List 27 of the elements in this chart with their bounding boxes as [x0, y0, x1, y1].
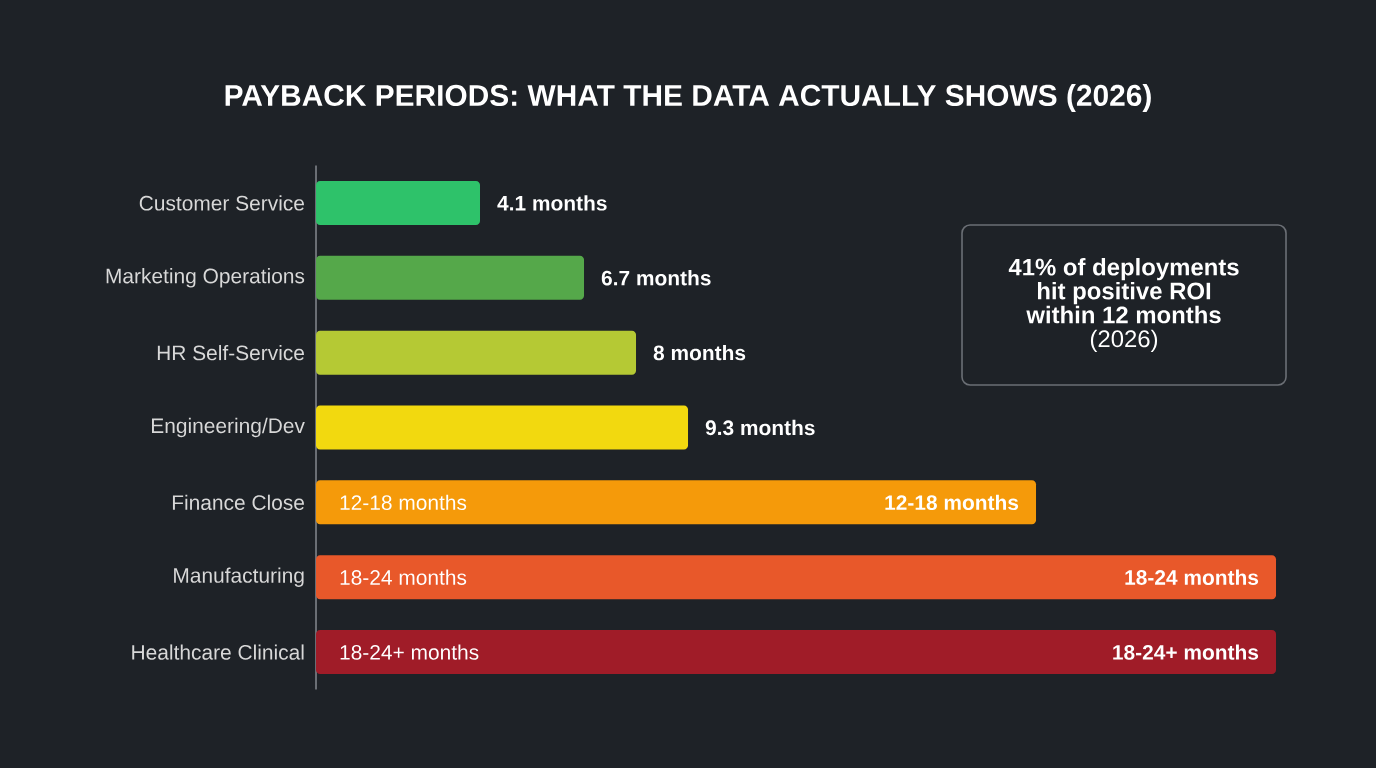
annotation: 41% of deployments hit positive ROI within 12 months — [1008, 258, 1239, 324]
data-label: 6.7 months — [601, 270, 711, 286]
y-tick-label: Customer Service — [139, 195, 304, 211]
bar — [316, 480, 1037, 525]
bar — [316, 555, 1277, 600]
annotation: (2026) — [1090, 329, 1158, 352]
data-label: 8 months — [653, 344, 746, 361]
chart-title: PAYBACK PERIODS: WHAT THE DATA ACTUALLY SHOWS (2026) — [225, 84, 1151, 112]
data-label: 9.3 months — [705, 419, 815, 436]
bar — [316, 180, 481, 225]
y-tick-label: Engineering/Dev — [152, 417, 305, 438]
bar — [316, 405, 689, 450]
y-tick-label: Healthcare Clinical — [132, 644, 304, 660]
text: 18-24+ months — [340, 644, 479, 660]
bar — [316, 255, 585, 300]
y-tick-label: HR Self-Service — [157, 344, 304, 361]
data-label: 18-24+ months — [1113, 644, 1259, 660]
y-tick-label: Manufacturing — [174, 567, 304, 587]
data-label: 18-24 months — [1125, 569, 1259, 585]
bar — [316, 630, 1277, 675]
text: 12-18 months — [340, 494, 467, 511]
bar — [316, 330, 637, 375]
data-label: 12-18 months — [885, 494, 1019, 511]
data-label: 4.1 months — [497, 195, 607, 211]
y-tick-label: Finance Close — [172, 494, 304, 511]
text: 18-24 months — [340, 569, 467, 585]
y-tick-label: Marketing Operations — [106, 268, 305, 288]
